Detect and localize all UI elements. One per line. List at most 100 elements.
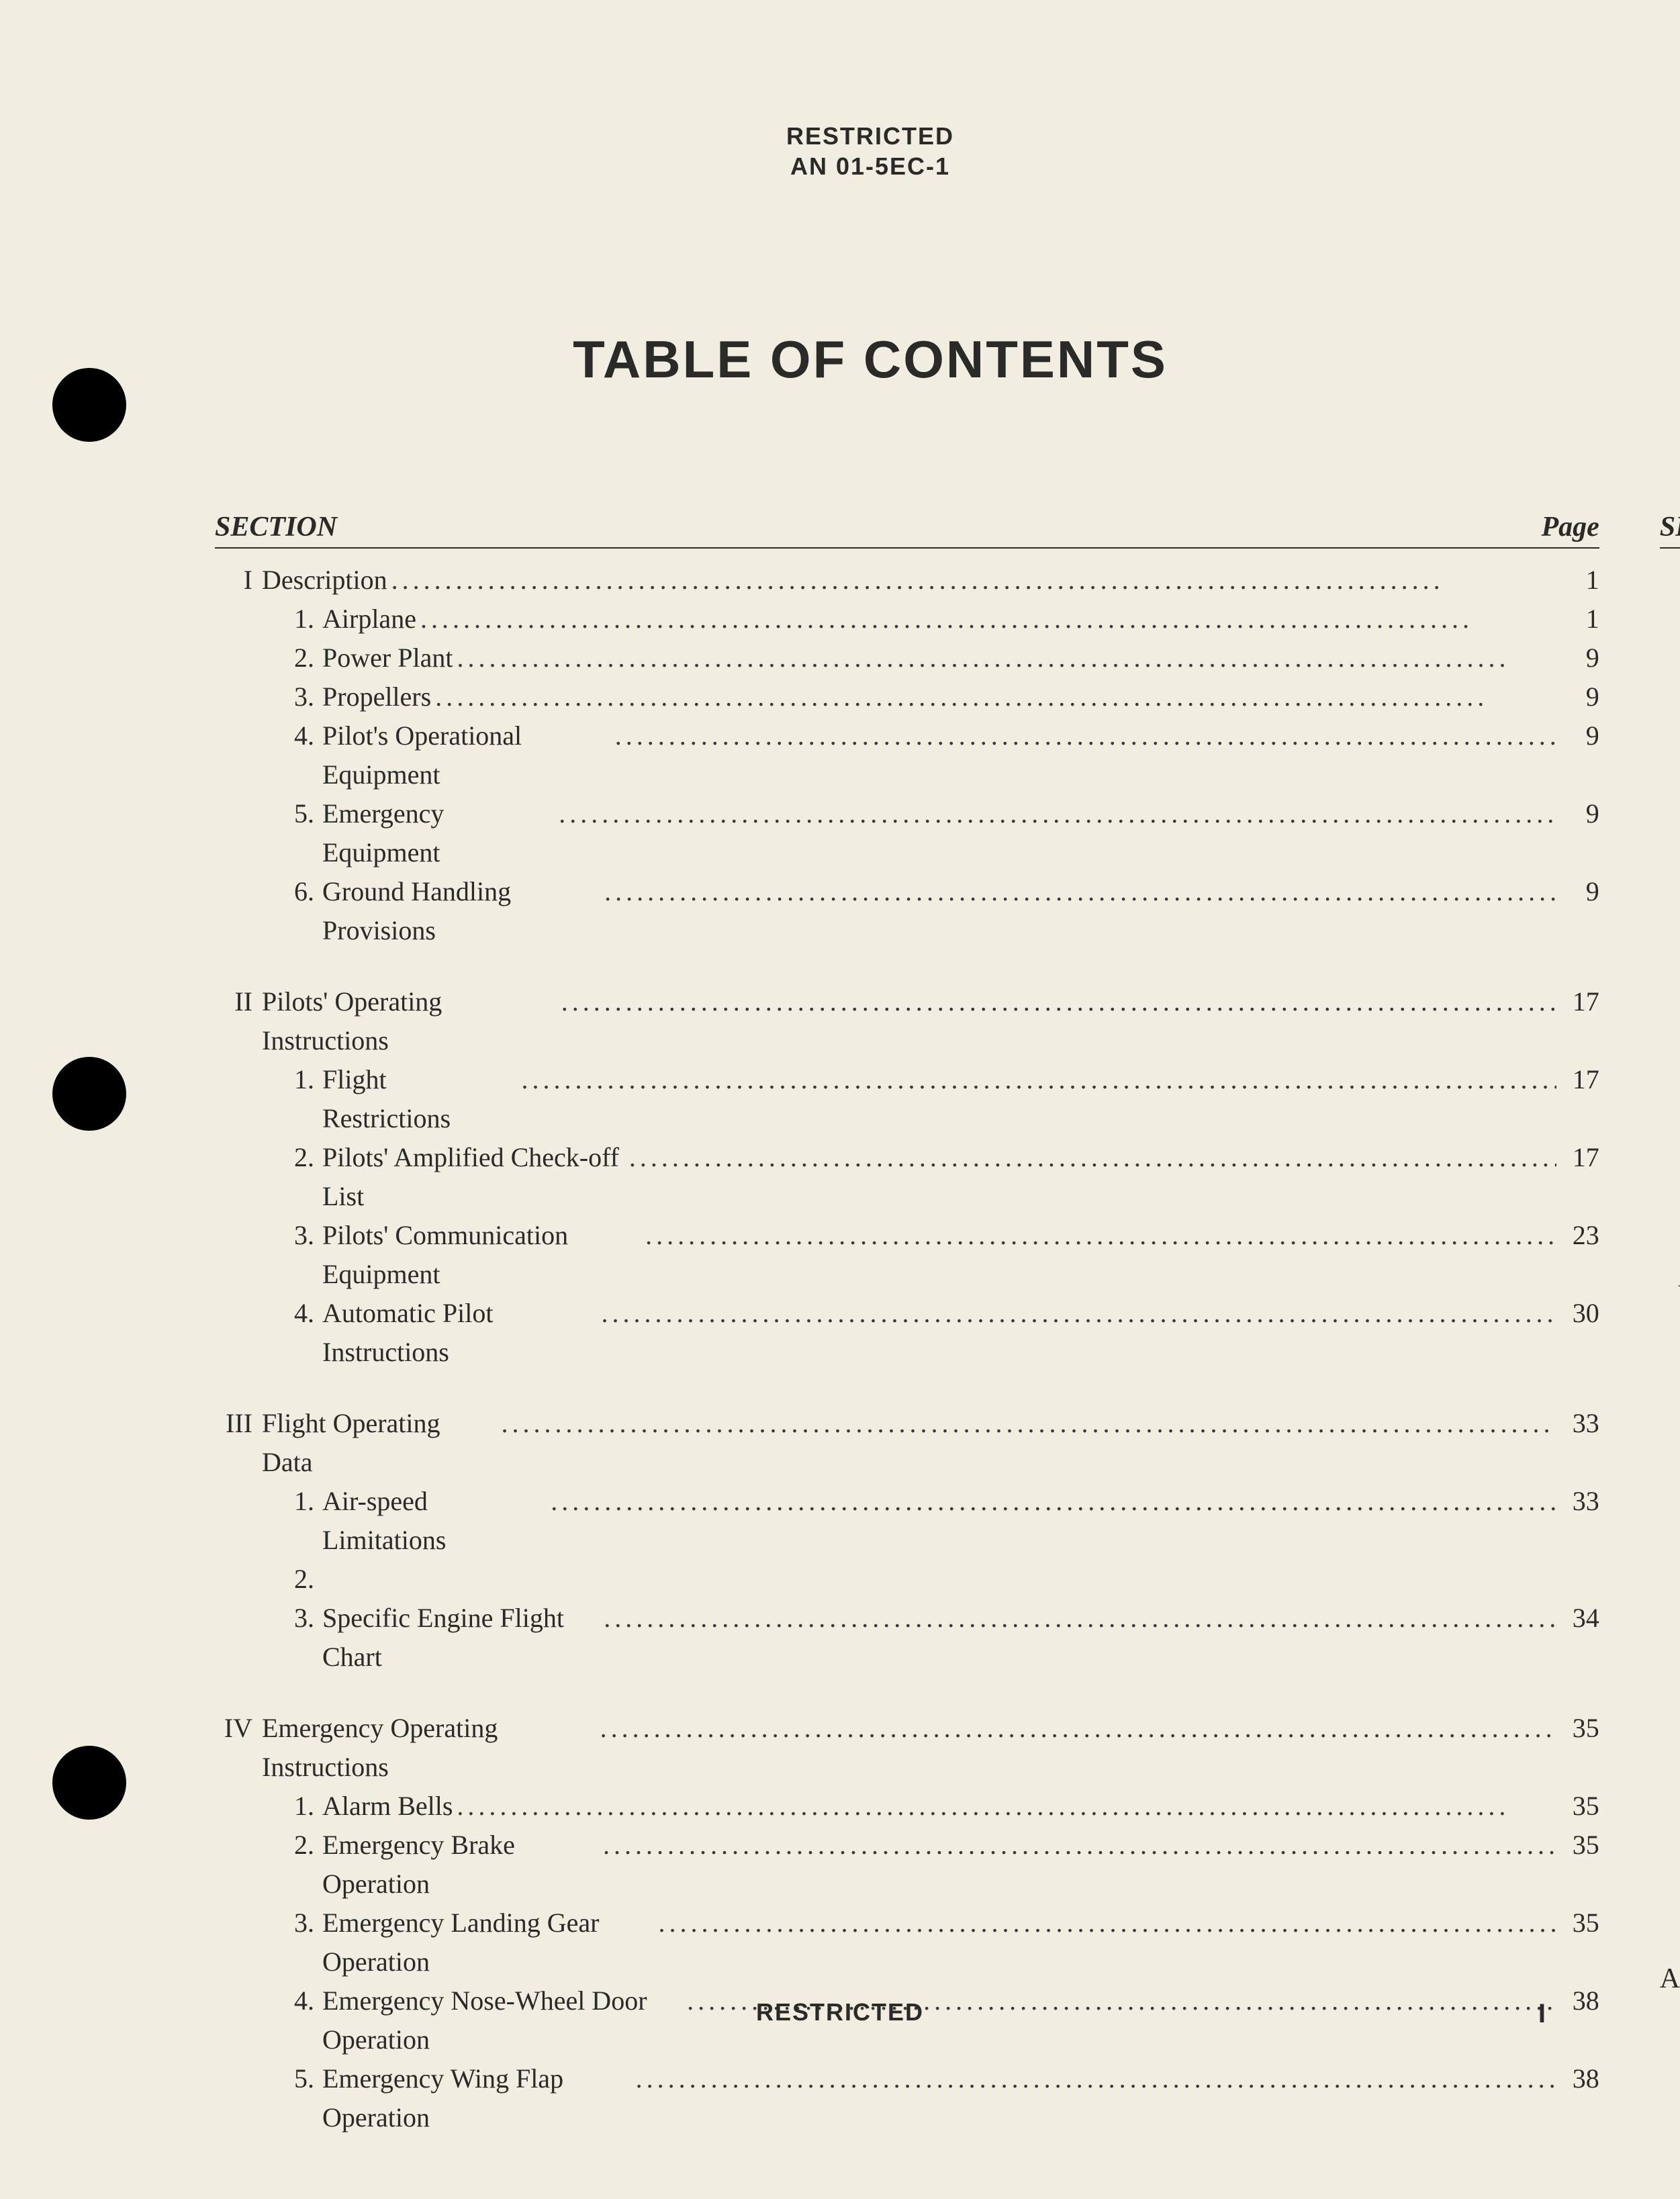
toc-entry-label: Ground Handling Provisions	[322, 872, 600, 950]
toc-entry-label: Alarm Bells	[322, 1787, 453, 1826]
toc-page-number: 1	[1556, 561, 1599, 600]
toc-subsection-number: 5.	[287, 794, 322, 833]
toc-entry-label: Emergency Equipment	[322, 794, 555, 872]
toc-entry-label: Propellers	[322, 677, 431, 716]
toc-entry: 5.Emergency Equipment...................…	[215, 794, 1599, 872]
toc-leader-dots: ........................................…	[547, 1482, 1556, 1521]
toc-spacer	[215, 1677, 1599, 1709]
toc-entry: 7.Emergency Bomb Release................…	[1660, 639, 1680, 716]
toc-subsection-number: 6.	[287, 872, 322, 911]
toc-entry: 10.Emergency Exits......................…	[1660, 872, 1680, 950]
toc-leader-dots: ........................................…	[597, 1294, 1556, 1333]
toc-entry-label: Pilots' Operating Instructions	[262, 982, 557, 1060]
toc-leader-dots: ........................................…	[600, 872, 1556, 911]
toc-left-column: SECTION Page IDescription...............…	[215, 511, 1599, 2199]
classification-label: RESTRICTED	[215, 121, 1526, 151]
toc-entry: 2.Pilots' Amplified Check-off List......…	[215, 1138, 1599, 1216]
toc-entry: 1.Air-speed Limitations.................…	[215, 1482, 1599, 1560]
toc-columns: SECTION Page IDescription...............…	[215, 511, 1526, 2199]
toc-page-number: 34	[1556, 1599, 1599, 1638]
toc-page-number: 35	[1556, 1904, 1599, 1943]
toc-entry-label: Pilots' Amplified Check-off List	[322, 1138, 625, 1216]
toc-subsection-number: 2.	[287, 1560, 322, 1599]
toc-leader-dots: ........................................…	[557, 982, 1556, 1021]
toc-entry-label: Automatic Pilot Instructions	[322, 1294, 597, 1372]
toc-entry: 14.Emergency Nose-Wheel Lock............…	[1660, 1106, 1680, 1184]
toc-entry: 1.Alarm Bells...........................…	[215, 1787, 1599, 1826]
toc-section-number: I	[215, 561, 262, 600]
toc-leader-dots: ........................................…	[387, 561, 1556, 600]
toc-subsection-number: 3.	[287, 1904, 322, 1943]
toc-subsection-number: 4.	[287, 1294, 322, 1333]
toc-entry-label: Description	[262, 561, 387, 600]
toc-entry-label: Emergency Landing Gear Operation	[322, 1904, 654, 1981]
toc-subsection-number: 4.	[287, 716, 322, 755]
toc-entry: 5.Armament..............................…	[1660, 1665, 1680, 1703]
toc-subsection-number: 1.	[287, 1482, 322, 1521]
toc-entry-label: Specific Engine Flight Chart	[322, 1599, 600, 1677]
toc-entry: IIFlight Operation Charts and Curves....…	[1660, 2121, 1680, 2199]
toc-entry: Equipment...............................…	[1660, 1223, 1680, 1262]
toc-entry: U. S. A.—British........................…	[1660, 2043, 1680, 2121]
toc-section-number: III	[215, 1404, 262, 1443]
toc-entry: IDescription............................…	[215, 561, 1599, 600]
toc-section-number: IV	[215, 1709, 262, 1748]
toc-page-number: 38	[1556, 2059, 1599, 2098]
toc-entry: 2.Fuel Transfer Procedure...............…	[1660, 1431, 1680, 1509]
toc-entry: 4.Automatic Pilot Instructions..........…	[215, 1294, 1599, 1372]
toc-entry: 13.Emergency Landing at Sea.............…	[1660, 1028, 1680, 1106]
toc-page-number: 35	[1556, 1826, 1599, 1865]
toc-subsection-number: 2.	[287, 1826, 322, 1865]
toc-page-number: 23	[1556, 1216, 1599, 1255]
toc-entry: 6.Emergency Bomb Bay Door Operation.....…	[1660, 561, 1680, 639]
toc-subsection-number: 5.	[287, 2059, 322, 2098]
toc-entry-label: Airplane	[322, 600, 416, 639]
column-header: SECTION Page	[1660, 511, 1680, 549]
toc-entry: 7.Photographic Equipment................…	[1660, 1781, 1680, 1859]
toc-entry: 4.Pilot's Operational Equipment.........…	[215, 716, 1599, 794]
toc-subsection-number: 2.	[287, 1138, 322, 1177]
toc-entry: 2.Emergency Brake Operation.............…	[215, 1826, 1599, 1904]
toc-entry: 1.Auxiliary Power Plant.................…	[1660, 1353, 1680, 1431]
toc-entry: 9.Emergency Landing.....................…	[1660, 794, 1680, 872]
toc-page-number: 1	[1556, 600, 1599, 639]
toc-entry: 8.Emergency Fuel Shut-Off Valves........…	[1660, 716, 1680, 794]
hole-punch-icon	[52, 368, 126, 442]
toc-spacer	[215, 950, 1599, 982]
toc-page-number: 17	[1556, 1138, 1599, 1177]
page-title: TABLE OF CONTENTS	[215, 329, 1526, 390]
toc-right-column: SECTION Page 6.Emergency Bomb Bay Door O…	[1660, 511, 1680, 2199]
hole-punch-icon	[52, 1746, 126, 1820]
toc-entry-label: Emergency Operating Instructions	[262, 1709, 596, 1787]
toc-leader-dots: ........................................…	[641, 1216, 1556, 1255]
toc-entry: 3.Emergency Landing Gear Operation......…	[215, 1904, 1599, 1981]
toc-leader-dots: ........................................…	[596, 1709, 1556, 1748]
toc-leader-dots: ........................................…	[600, 1599, 1556, 1638]
toc-section-number: V	[1660, 1275, 1680, 1314]
toc-entry: 5.Emergency Wing Flap Operation.........…	[215, 2059, 1599, 2137]
toc-spacer	[215, 1372, 1599, 1404]
toc-entry: 15.Emergency Operation of Radio	[1660, 1184, 1680, 1223]
toc-entry-label: Pilot's Operational Equipment	[322, 716, 611, 794]
toc-entry: 3.Specific Engine Flight Chart..........…	[215, 1599, 1599, 1677]
toc-entry: 1.Airplane..............................…	[215, 600, 1599, 639]
toc-entry-label: Flight Operating Data	[262, 1404, 497, 1482]
toc-section-number: II	[215, 982, 262, 1021]
toc-entry: 4.Bombing Equipment.....................…	[1660, 1587, 1680, 1665]
toc-subsection-number: 1.	[287, 600, 322, 639]
toc-entry: 12.Engine Failure.......................…	[1660, 989, 1680, 1028]
toc-leader-dots: ........................................…	[497, 1404, 1556, 1443]
toc-page-number: 9	[1556, 677, 1599, 716]
toc-subsection-number: 1.	[287, 1060, 322, 1099]
toc-entry: 2.Power Plant...........................…	[215, 639, 1599, 677]
toc-entry: 6.Ground Handling Provisions............…	[215, 872, 1599, 950]
toc-leader-dots: ........................................…	[518, 1060, 1556, 1099]
toc-page-number: 9	[1556, 716, 1599, 755]
toc-entry: 6.Communications Equipment..............…	[1660, 1703, 1680, 1781]
toc-page-number: 17	[1556, 982, 1599, 1021]
toc-page-number: 33	[1556, 1482, 1599, 1521]
toc-entry-label: Emergency Brake Operation	[322, 1826, 599, 1904]
page-number: I	[1538, 1999, 1546, 2029]
column-header-section: SECTION	[1660, 511, 1680, 543]
column-header: SECTION Page	[215, 511, 1599, 549]
